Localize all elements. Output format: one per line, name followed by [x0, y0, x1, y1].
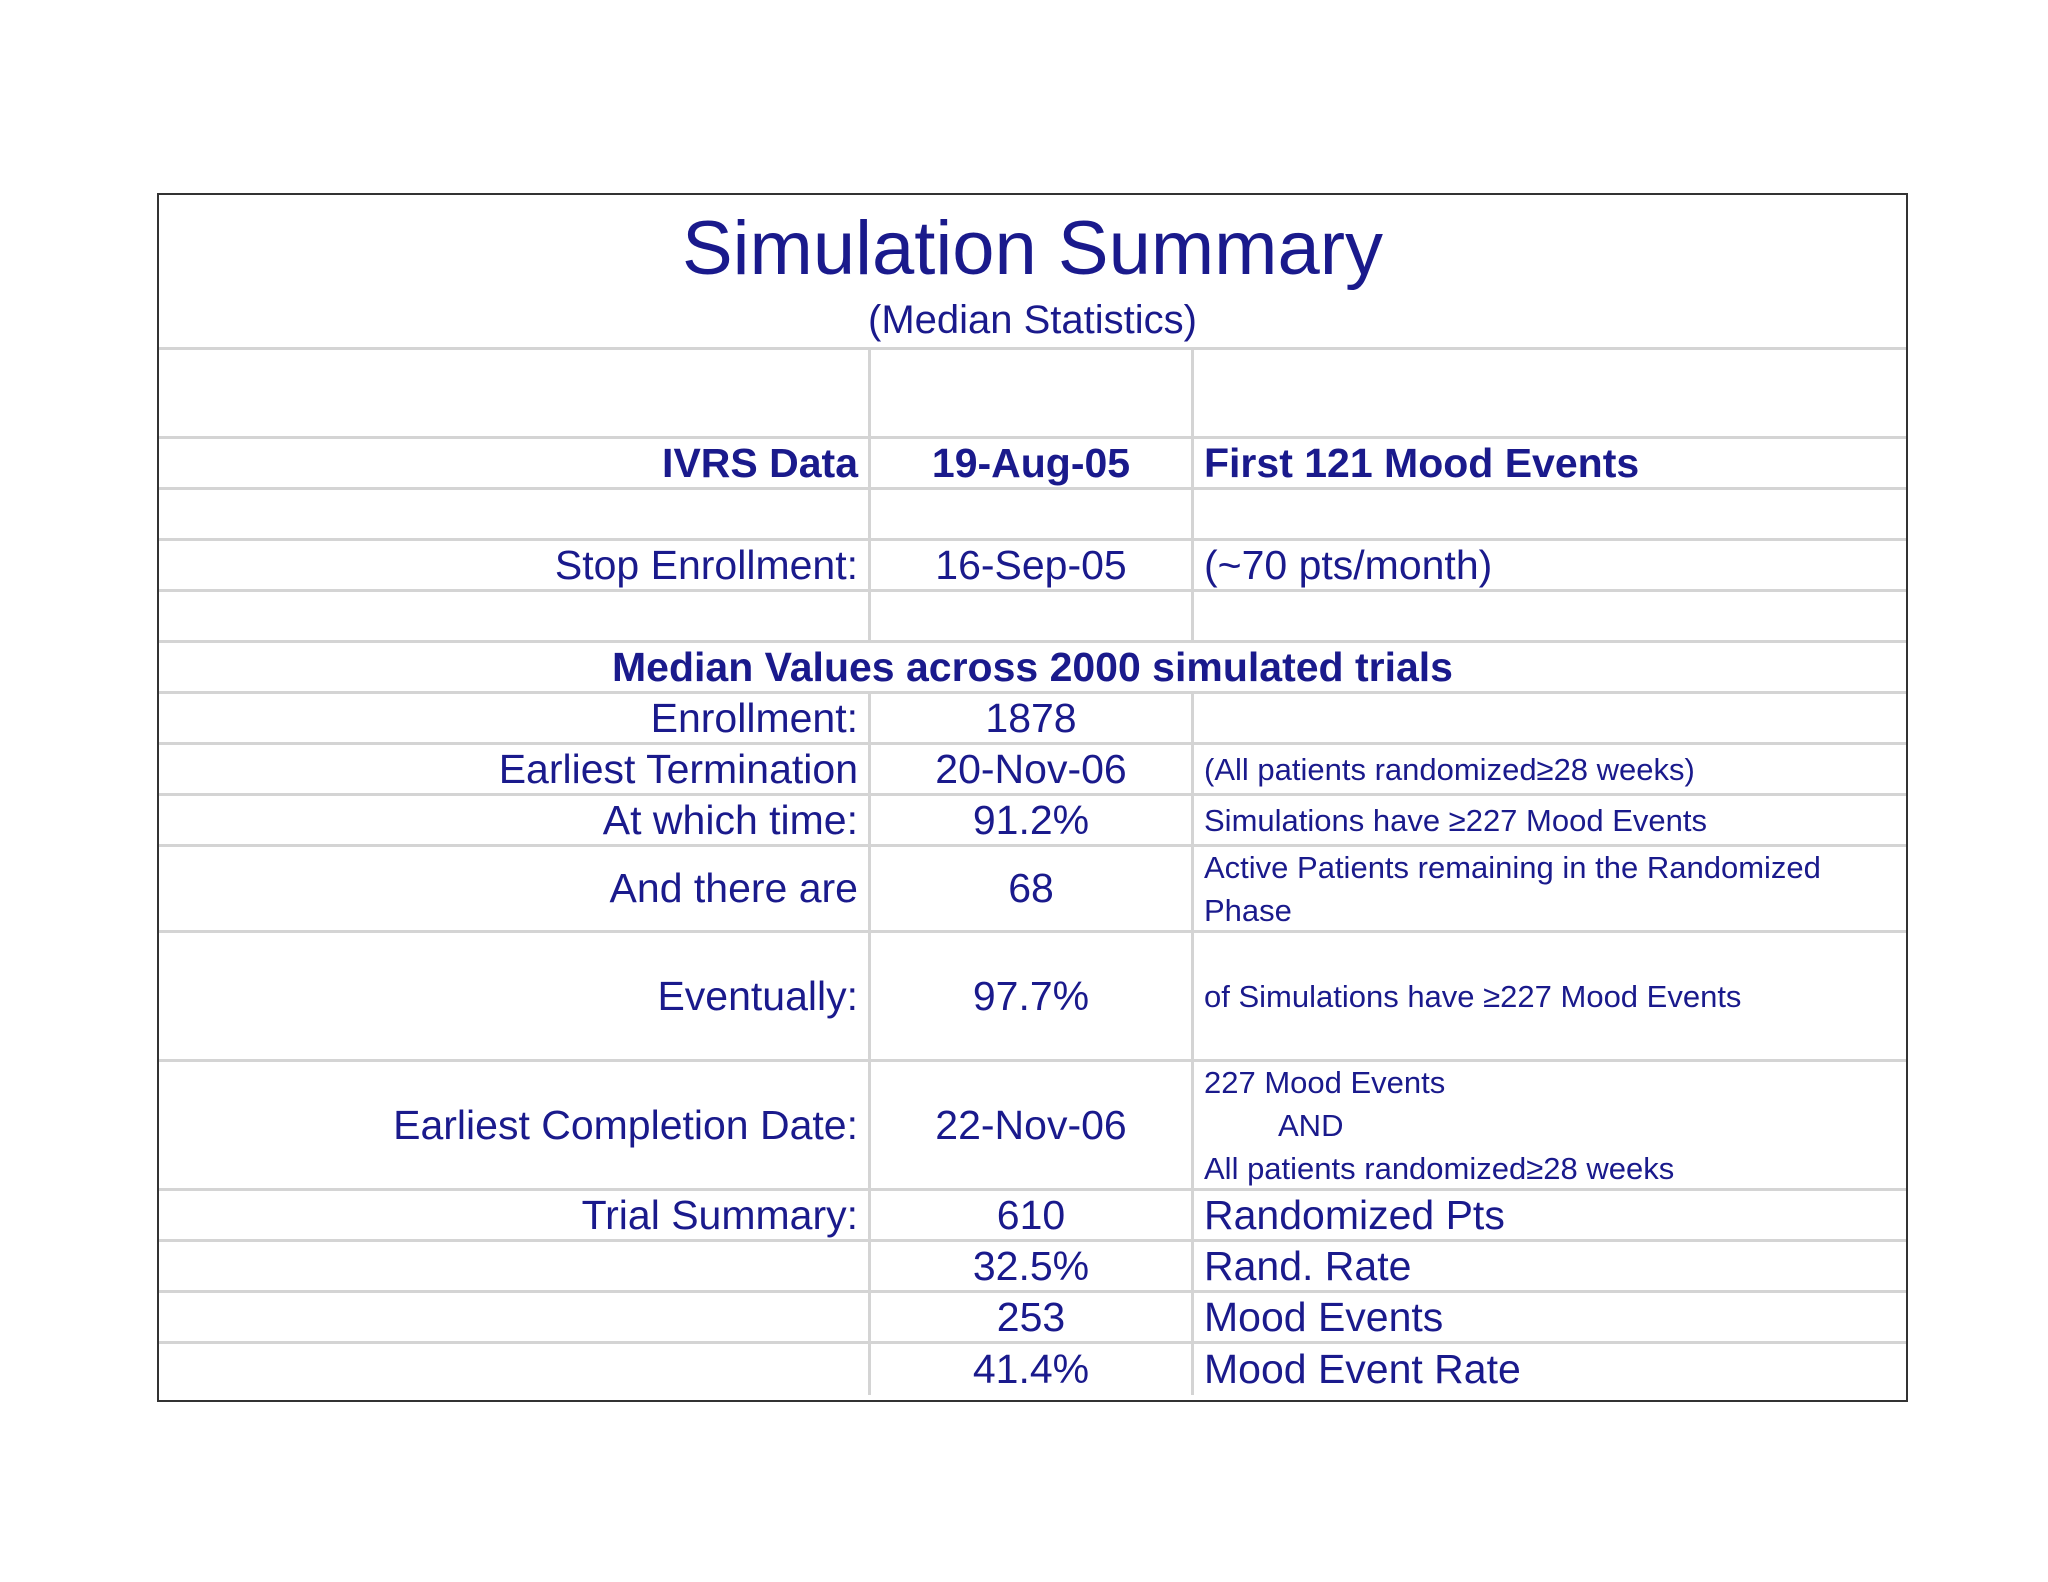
- stop-enrollment-date: 16-Sep-05: [871, 541, 1194, 592]
- empty-cell: [1194, 350, 1906, 439]
- eventually-note: of Simulations have ≥227 Mood Events: [1194, 933, 1906, 1062]
- ivrs-label: IVRS Data: [159, 439, 871, 490]
- trial-summary-value: 610: [871, 1191, 1194, 1242]
- at-which-time-label: At which time:: [159, 796, 871, 847]
- title-block: Simulation Summary (Median Statistics): [159, 195, 1906, 350]
- and-there-are-value: 68: [871, 847, 1194, 933]
- mood-event-rate-value: 41.4%: [871, 1344, 1194, 1395]
- enrollment-label: Enrollment:: [159, 694, 871, 745]
- rand-rate-note: Rand. Rate: [1194, 1242, 1906, 1293]
- mood-event-rate-label: [159, 1344, 871, 1395]
- mood-events-note: Mood Events: [1194, 1293, 1906, 1344]
- empty-cell: [871, 592, 1194, 643]
- empty-cell: [1194, 592, 1906, 643]
- and-there-are-note: Active Patients remaining in the Randomi…: [1194, 847, 1906, 933]
- and-there-are-label: And there are: [159, 847, 871, 933]
- eventually-label: Eventually:: [159, 933, 871, 1062]
- mood-event-rate-note: Mood Event Rate: [1204, 1346, 1521, 1392]
- eventually-value: 97.7%: [871, 933, 1194, 1062]
- ivrs-date: 19-Aug-05: [871, 439, 1194, 490]
- at-which-time-value: 91.2%: [871, 796, 1194, 847]
- page-title: Simulation Summary: [681, 206, 1384, 291]
- rand-rate-value: 32.5%: [871, 1242, 1194, 1293]
- mood-events-value: 253: [871, 1293, 1194, 1344]
- stop-enrollment-label: Stop Enrollment:: [159, 541, 871, 592]
- empty-cell: [871, 490, 1194, 541]
- completion-note-line-3: All patients randomized≥28 weeks: [1204, 1150, 1675, 1186]
- summary-table: Simulation Summary (Median Statistics) I…: [157, 193, 1908, 1402]
- completion-note-line-1: 227 Mood Events: [1204, 1064, 1446, 1100]
- mood-events-label: [159, 1293, 871, 1344]
- earliest-termination-value: 20-Nov-06: [871, 745, 1194, 796]
- earliest-termination-label: Earliest Termination: [159, 745, 871, 796]
- enrollment-value: 1878: [871, 694, 1194, 745]
- empty-cell: [159, 592, 871, 643]
- rand-rate-label: [159, 1242, 871, 1293]
- ivrs-note: First 121 Mood Events: [1194, 439, 1906, 490]
- empty-cell: [159, 490, 871, 541]
- at-which-time-note: Simulations have ≥227 Mood Events: [1194, 796, 1906, 847]
- page-subtitle: (Median Statistics): [868, 298, 1197, 342]
- trial-summary-note: Randomized Pts: [1194, 1191, 1906, 1242]
- empty-cell: [1194, 490, 1906, 541]
- median-heading: Median Values across 2000 simulated tria…: [159, 643, 1906, 694]
- completion-note-line-2: AND: [1278, 1107, 1344, 1143]
- empty-cell: [159, 350, 871, 439]
- earliest-completion-note: 227 Mood Events AND All patients randomi…: [1194, 1062, 1906, 1191]
- enrollment-note: [1194, 694, 1906, 745]
- earliest-completion-value: 22-Nov-06: [871, 1062, 1194, 1191]
- trial-summary-label: Trial Summary:: [159, 1191, 871, 1242]
- earliest-termination-note: (All patients randomized≥28 weeks): [1194, 745, 1906, 796]
- empty-cell: [871, 350, 1194, 439]
- earliest-completion-label: Earliest Completion Date:: [159, 1062, 871, 1191]
- stop-enrollment-note: (~70 pts/month): [1194, 541, 1906, 592]
